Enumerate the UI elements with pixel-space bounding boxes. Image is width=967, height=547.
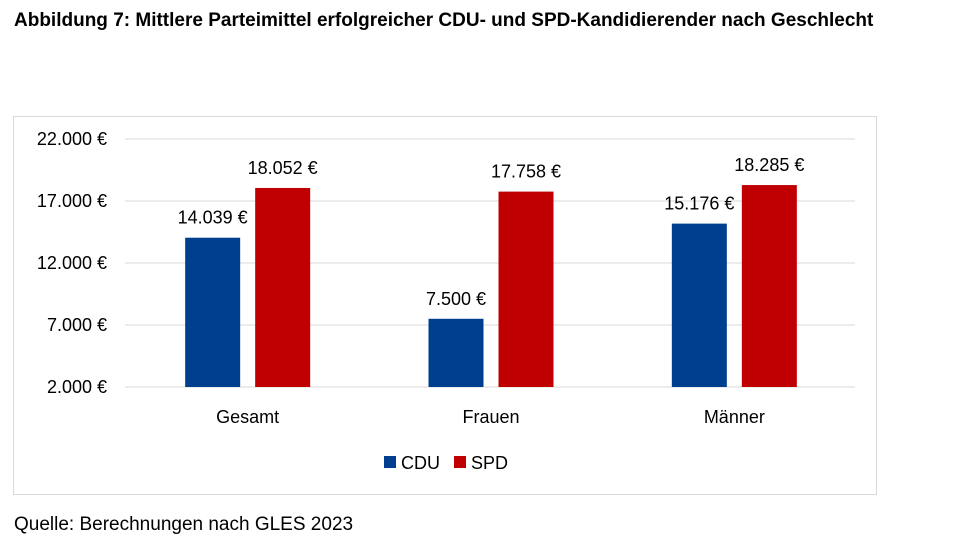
data-label: 15.176 €: [664, 194, 734, 214]
data-label: 7.500 €: [426, 289, 486, 309]
y-tick-label: 12.000 €: [37, 253, 107, 273]
bar-spd: [498, 191, 554, 387]
y-tick-label: 22.000 €: [37, 129, 107, 149]
bar-spd: [741, 185, 797, 387]
legend-swatch-spd: [454, 456, 466, 468]
y-tick-label: 7.000 €: [47, 315, 107, 335]
bar-cdu: [185, 237, 241, 387]
figure-caption: Abbildung 7: Mittlere Parteimittel erfol…: [14, 10, 874, 31]
data-label: 17.758 €: [491, 162, 561, 182]
x-tick-label: Männer: [704, 407, 765, 427]
data-label: 18.052 €: [248, 158, 318, 178]
y-tick-label: 17.000 €: [37, 191, 107, 211]
legend-label: SPD: [471, 453, 508, 473]
chart-frame: [13, 116, 877, 495]
x-tick-label: Gesamt: [216, 407, 279, 427]
bar-cdu: [428, 318, 484, 387]
source-note: Quelle: Berechnungen nach GLES 2023: [14, 514, 354, 535]
x-tick-label: Frauen: [462, 407, 519, 427]
legend-label: CDU: [401, 453, 440, 473]
bar-cdu: [671, 223, 727, 387]
y-tick-label: 2.000 €: [47, 377, 107, 397]
data-label: 18.285 €: [734, 155, 804, 175]
bar-spd: [255, 187, 311, 387]
data-label: 14.039 €: [178, 208, 248, 228]
legend-swatch-cdu: [384, 456, 396, 468]
